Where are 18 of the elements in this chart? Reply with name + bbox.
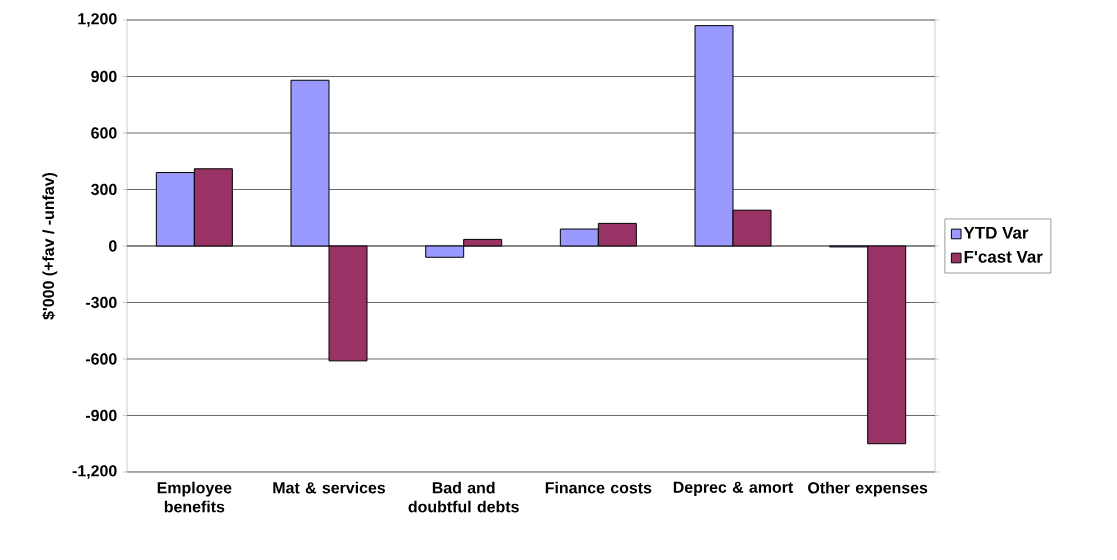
x-tick-label: Bad and doubtful debts [408,481,519,513]
x-tick-label: Deprec & amort [673,481,794,497]
legend-label: YTD Var [963,226,1029,239]
y-tick-label: 900 [91,70,117,83]
y-axis-title: $'000 (+fav / -unfav) [42,172,58,320]
y-tick-label: -1,200 [72,465,117,479]
y-tick-label: -300 [85,296,117,309]
y-tick-label: -900 [85,409,117,422]
y-tick-label: -600 [85,353,117,365]
y-tick-label: 300 [91,183,117,196]
y-tick-label: 1,200 [78,13,117,27]
y-tick-label: 600 [91,127,117,139]
x-tick-label: Mat & services [273,481,386,494]
x-tick-label: Finance costs [545,481,652,494]
legend-label: F'cast Var [964,250,1043,263]
x-tick-label: Other expenses [808,481,928,497]
y-tick-label: 0 [109,240,117,252]
x-tick-label: Employee benefits [157,481,232,513]
